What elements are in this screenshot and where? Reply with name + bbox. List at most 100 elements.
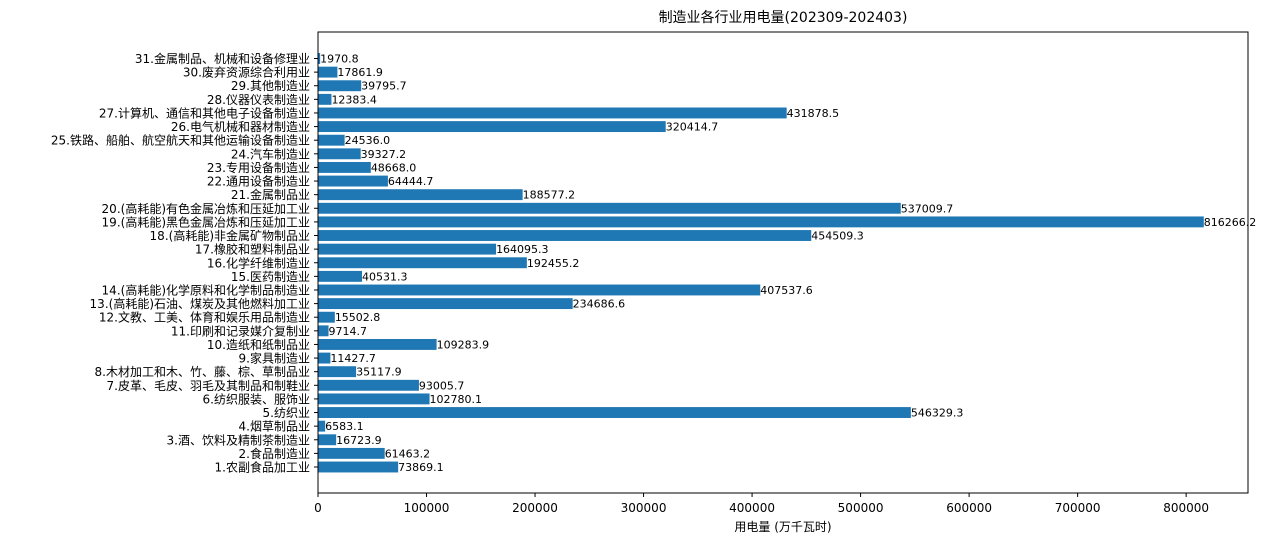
plot-frame [317, 31, 1249, 494]
y-tick-label: 3.酒、饮料及精制茶制造业 [167, 432, 310, 447]
bar [318, 189, 523, 201]
bar-value-label: 16723.9 [336, 434, 382, 447]
bar-value-label: 73869.1 [398, 461, 444, 474]
bar [318, 339, 437, 350]
bar-value-label: 11427.7 [330, 352, 376, 365]
bar-value-label: 454509.3 [811, 230, 864, 243]
bar-value-label: 234686.6 [573, 298, 626, 311]
y-tick-label: 6.纺织服装、服饰业 [203, 392, 310, 406]
bar [318, 80, 362, 92]
y-tick-label: 17.橡胶和塑料制品业 [195, 242, 310, 257]
bar [318, 53, 321, 64]
y-tick-label: 4.烟草制品业 [239, 420, 310, 434]
chart-title: 制造业各行业用电量(202309-202403) [659, 10, 908, 26]
bar-value-label: 39795.7 [361, 80, 407, 93]
x-tick-label: 100000 [404, 501, 450, 515]
y-tick-label: 19.(高耗能)黑色金属冶炼和压延加工业 [102, 214, 310, 229]
bar-value-label: 17861.9 [337, 66, 383, 79]
bar [318, 175, 388, 187]
y-tick-label: 10.造纸和纸制品业 [207, 338, 310, 352]
bar-value-label: 188577.2 [523, 189, 576, 202]
bar-value-label: 102780.1 [430, 393, 483, 406]
bar [318, 161, 371, 173]
bar-value-label: 6583.1 [325, 420, 364, 433]
y-tick-label: 9.家具制造业 [239, 351, 310, 366]
y-tick-label: 24.汽车制造业 [231, 146, 310, 161]
bar-value-label: 816266.2 [1204, 216, 1257, 229]
bar [318, 66, 338, 78]
bar-value-label: 407537.6 [760, 284, 813, 297]
bar-value-label: 35117.9 [356, 366, 402, 379]
y-tick-label: 1.农副食品加工业 [215, 460, 310, 475]
bar-value-label: 192455.2 [527, 257, 580, 270]
bar-value-label: 320414.7 [666, 121, 719, 134]
y-tick-label: 7.皮革、毛皮、羽毛及其制品和制鞋业 [107, 378, 310, 393]
y-tick-label: 14.(高耗能)化学原料和化学制品制造业 [102, 282, 310, 297]
bar [318, 366, 357, 378]
bar-value-label: 164095.3 [496, 243, 549, 256]
y-tick-label: 30.废弃资源综合利用业 [183, 65, 310, 80]
y-tick-label: 28.仪器仪表制造业 [207, 93, 310, 107]
y-tick-label: 2.食品制造业 [239, 446, 310, 461]
y-tick-label: 27.计算机、通信和其他电子设备制造业 [99, 105, 310, 120]
y-tick-label: 15.医药制造业 [231, 270, 310, 284]
bar [318, 107, 787, 119]
bar [318, 121, 666, 133]
bar [318, 230, 812, 241]
bar [318, 420, 326, 432]
bar-value-label: 546329.3 [911, 407, 964, 420]
bar-value-label: 24536.0 [345, 134, 391, 147]
bar-value-label: 64444.7 [388, 175, 434, 188]
y-tick-label: 26.电气机械和器材制造业 [171, 119, 310, 134]
y-tick-label: 22.通用设备制造业 [207, 175, 310, 189]
bar [318, 407, 911, 418]
y-tick-label: 11.印刷和记录媒介复制业 [171, 324, 310, 338]
bar-value-label: 1970.8 [320, 53, 359, 66]
x-tick-label: 0 [314, 501, 322, 515]
y-tick-label: 12.文教、工美、体育和娱乐用品制造业 [99, 310, 310, 325]
bar-value-label: 15502.8 [335, 311, 381, 324]
bar [318, 93, 332, 105]
y-tick-label: 16.化学纤维制造业 [207, 255, 310, 270]
bar [318, 148, 361, 160]
bar [318, 216, 1204, 228]
bar [318, 284, 761, 296]
bar [318, 298, 573, 310]
x-tick-label: 800000 [1163, 501, 1209, 515]
x-tick-label: 600000 [946, 501, 992, 515]
bar [318, 134, 345, 146]
bar [318, 325, 329, 337]
y-tick-label: 13.(高耗能)石油、煤炭及其他燃料加工业 [90, 296, 310, 311]
y-tick-label: 8.木材加工和木、竹、藤、棕、草制品业 [95, 364, 310, 379]
y-tick-label: 29.其他制造业 [231, 79, 310, 93]
x-axis-ticks: 0 100000 200000 300000 400000 500000 600000 700… [314, 493, 1209, 515]
bar-value-label: 537009.7 [901, 202, 954, 215]
bar [318, 352, 331, 364]
x-tick-label: 500000 [838, 501, 884, 515]
x-tick-label: 300000 [621, 501, 667, 515]
bar-value-label: 48668.0 [371, 161, 417, 174]
y-tick-label: 31.金属制品、机械和设备修理业 [135, 51, 310, 66]
bars-group [318, 53, 1204, 473]
x-tick-label: 200000 [512, 501, 558, 515]
bar [318, 447, 385, 459]
bar [318, 393, 430, 405]
y-tick-label: 20.(高耗能)有色金属冶炼和压延加工业 [102, 201, 310, 216]
bar [318, 243, 497, 255]
bar-value-label: 431878.5 [787, 107, 840, 120]
bar-value-label: 93005.7 [419, 379, 465, 392]
bar [318, 311, 335, 323]
bar-value-label: 9714.7 [329, 325, 368, 338]
y-tick-label: 23.专用设备制造业 [207, 160, 310, 175]
bar [318, 379, 419, 391]
x-axis-label: 用电量 (万千瓦时) [734, 520, 831, 534]
bar [318, 461, 399, 473]
y-tick-label: 21.金属制品业 [231, 187, 310, 202]
y-tick-label: 25.铁路、船舶、航空航天和其他运输设备制造业 [51, 133, 310, 148]
bar [318, 257, 527, 269]
bar-value-label: 12383.4 [331, 93, 377, 106]
x-tick-label: 700000 [1055, 501, 1101, 515]
bar-value-label: 61463.2 [385, 447, 431, 460]
